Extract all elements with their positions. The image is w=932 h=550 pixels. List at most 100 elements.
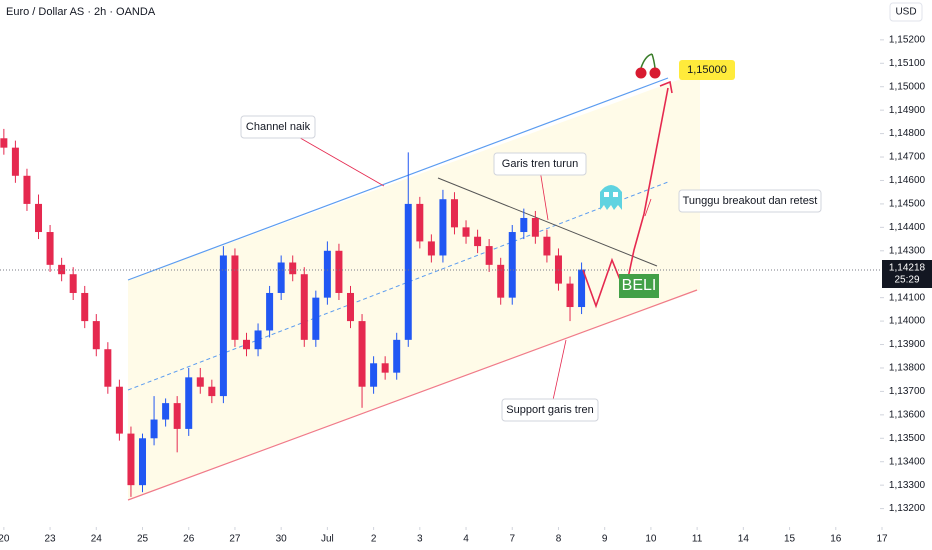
y-tick-label: 1,14900 (889, 105, 926, 116)
candle-body (485, 246, 493, 265)
candle-body (231, 255, 239, 340)
axes: 1,13200 1,13300 1,13400 1,13500 1,13600 1,137… (0, 34, 932, 545)
candle-body (69, 274, 77, 293)
candle-body (11, 147, 19, 176)
target-label: 1,15000 (687, 64, 727, 76)
x-tick-label: 14 (738, 534, 750, 545)
y-tick-label: 1,14500 (889, 199, 926, 210)
channel-lower (127, 289, 698, 501)
candle-body (462, 227, 470, 237)
projection-arrow (643, 87, 669, 215)
projection-path (582, 213, 645, 309)
countdown: 25:29 (894, 275, 919, 286)
x-tick-label: 2 (371, 534, 377, 545)
currency-box (889, 2, 923, 22)
x-tick-label: 4 (463, 534, 469, 545)
y-tick-label: 1,13700 (889, 386, 926, 397)
y-tick-label: 1,13900 (889, 339, 926, 350)
candle-body (439, 199, 447, 256)
candle-body (520, 217, 528, 233)
candle-body (58, 264, 66, 275)
x-tick-label: 25 (137, 534, 149, 545)
y-tick-label: 1,13800 (889, 363, 926, 374)
label-box (493, 152, 587, 176)
candle-body (323, 250, 331, 298)
y-tick-label: 1,13400 (889, 456, 926, 467)
candle-body (0, 138, 8, 148)
candle-body (404, 203, 412, 340)
signal-box (619, 274, 659, 298)
annotation: Support garis tren (506, 404, 593, 416)
x-tick-label: 23 (45, 534, 57, 545)
x-tick-label: 24 (91, 534, 103, 545)
pointer (552, 339, 567, 401)
x-tick-label: 8 (556, 534, 562, 545)
y-tick-label: 1,15000 (889, 81, 926, 92)
candle-body (289, 262, 297, 275)
y-tick-label: 1,15200 (889, 34, 926, 45)
x-tick-label: 3 (417, 534, 423, 545)
arrow-head (659, 80, 673, 94)
candle-body (92, 321, 100, 350)
candle-body (497, 264, 505, 298)
candle-body (427, 241, 435, 256)
label-box (678, 189, 822, 213)
y-tick-label: 1,14400 (889, 222, 926, 233)
x-tick-label: 10 (645, 534, 657, 545)
candle-body (358, 321, 366, 387)
candle-body (242, 339, 250, 350)
signal-label: BELI (622, 277, 657, 294)
y-tick-label: 1,13200 (889, 503, 926, 514)
x-tick-label: 7 (509, 534, 515, 545)
target-box (679, 60, 735, 80)
pointer (287, 130, 385, 187)
candle-body (81, 292, 89, 322)
x-tick-label: 16 (830, 534, 842, 545)
y-tick-label: 1,15100 (889, 58, 926, 69)
x-tick-label: 9 (602, 534, 608, 545)
annotation: Channel naik (246, 121, 311, 133)
candle-body (531, 217, 539, 237)
trend-line (437, 177, 658, 267)
candle-body (46, 232, 54, 265)
candle-body (150, 419, 158, 439)
x-tick-label: Jul (321, 534, 334, 545)
candle-body (578, 269, 586, 308)
candle-body (450, 199, 458, 228)
candle-body (346, 292, 354, 322)
y-tick-label: 1,14800 (889, 128, 926, 139)
y-tick-label: 1,14300 (889, 245, 926, 256)
candle-body (196, 377, 204, 387)
x-tick-label: 11 (692, 534, 703, 545)
candle-body (300, 274, 308, 340)
candle-body (23, 175, 31, 204)
header-bg (0, 0, 880, 20)
ghost-icon (600, 185, 622, 210)
candle-body (254, 330, 262, 350)
candle-body (416, 203, 424, 242)
last-price-box (882, 260, 932, 288)
candle-body (370, 363, 378, 387)
currency: USD (895, 7, 916, 18)
y-tick-label: 1,14000 (889, 316, 926, 327)
y-tick-label: 1,14600 (889, 175, 926, 186)
candle-body (393, 339, 401, 373)
candles (0, 128, 586, 497)
candle-body (139, 438, 147, 486)
candle-body (115, 386, 123, 434)
candle-body (208, 386, 216, 397)
candle-body (566, 283, 574, 308)
candle-body (162, 403, 170, 420)
candle-body (35, 203, 43, 233)
candle-body (173, 403, 181, 429)
channel-mid (127, 181, 669, 391)
annotation: Tunggu breakout dan retest (683, 195, 818, 207)
channel-fill (128, 72, 700, 500)
x-tick-label: 15 (784, 534, 796, 545)
cherry-icon (635, 53, 661, 79)
annotation: Garis tren turun (502, 158, 578, 170)
y-tick-label: 1,13500 (889, 433, 926, 444)
candle-body (185, 377, 193, 429)
candle-body (474, 236, 482, 247)
